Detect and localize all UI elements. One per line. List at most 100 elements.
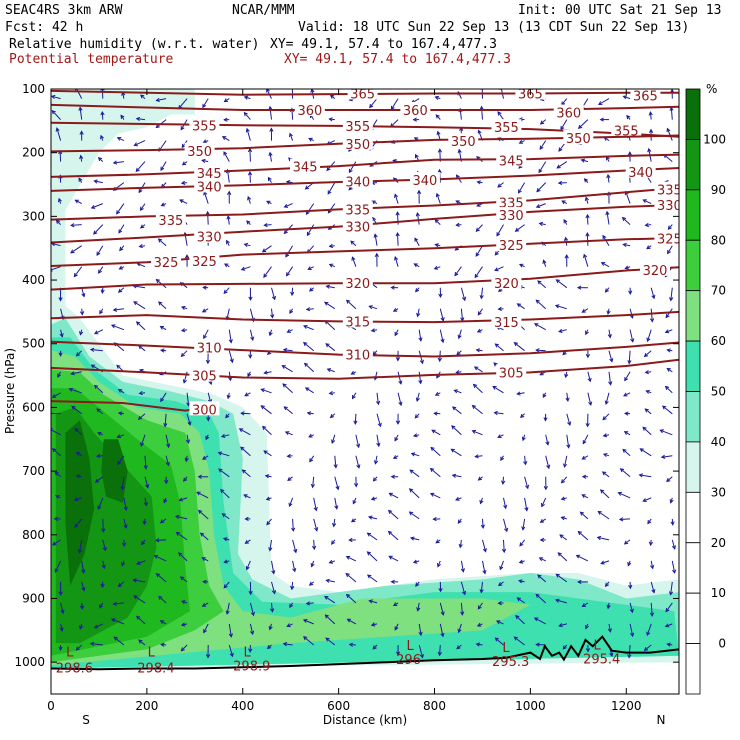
wind-vector	[346, 618, 357, 625]
colorbar-label: 40	[711, 435, 726, 449]
wind-vector	[304, 387, 314, 394]
wind-vector	[184, 455, 189, 463]
wind-vector	[248, 644, 253, 653]
wind-vector	[394, 193, 399, 204]
field2-xy: XY= 49.1, 57.4 to 167.4,477.3	[284, 52, 511, 67]
wind-vector	[438, 287, 443, 299]
theta-label-315: 315	[342, 313, 373, 330]
wind-vector	[261, 425, 272, 436]
wind-vector	[261, 245, 272, 253]
wind-vector	[501, 539, 507, 554]
header: SEAC4RS 3km ARW NCAR/MMM Init: 00 UTC Sa…	[5, 3, 722, 67]
wind-vector	[477, 602, 483, 610]
theta-label-340: 340	[625, 163, 656, 181]
wind-vector	[415, 287, 420, 293]
wind-vector	[376, 413, 382, 428]
x-axis-label: Distance (km)	[323, 713, 407, 727]
y-tick-label: 100	[22, 82, 45, 96]
wind-vector	[539, 518, 546, 523]
svg-text:365: 365	[350, 87, 375, 102]
wind-vector	[138, 244, 146, 249]
wind-vector	[202, 98, 209, 109]
wind-vector	[102, 539, 107, 552]
wind-vector	[121, 539, 127, 548]
wind-vector	[116, 434, 125, 439]
wind-vector	[307, 266, 314, 270]
wind-vector	[199, 532, 209, 541]
colorbar-band	[685, 491, 701, 544]
theta-label-330: 330	[342, 218, 373, 236]
wind-vector	[217, 451, 230, 457]
wind-vector	[96, 408, 104, 415]
wind-vector	[455, 370, 462, 375]
wind-vector	[74, 427, 83, 436]
theta-label-310: 310	[342, 346, 373, 364]
theta-label-325: 325	[496, 237, 527, 254]
wind-vector	[394, 255, 399, 267]
wind-vector	[117, 388, 125, 394]
wind-vector	[450, 448, 462, 457]
wind-vector	[227, 190, 232, 204]
wind-vector	[89, 641, 103, 647]
low-marker: L	[593, 639, 601, 654]
wind-vector	[585, 350, 591, 359]
wind-vector	[563, 218, 568, 225]
wind-vector	[496, 224, 504, 237]
wind-vector	[180, 180, 188, 185]
wind-vector	[79, 154, 84, 162]
wind-vector	[223, 581, 230, 589]
wind-vector	[123, 497, 128, 512]
wind-vector	[117, 455, 125, 466]
wind-vector	[474, 266, 483, 279]
theta-label-350: 350	[563, 130, 594, 147]
wind-vector	[581, 308, 589, 313]
wind-vector	[497, 111, 504, 120]
wind-vector	[133, 595, 146, 604]
wind-vector	[313, 497, 318, 512]
wind-vector	[325, 637, 336, 646]
wind-vector	[133, 301, 146, 310]
wind-vector	[460, 287, 467, 302]
wind-vector	[248, 287, 253, 301]
wind-vector	[521, 434, 526, 442]
wind-vector	[667, 224, 673, 230]
wind-vector	[558, 328, 567, 333]
wind-vector	[456, 644, 462, 650]
wind-vector	[165, 434, 171, 449]
wind-vector	[585, 623, 589, 630]
wind-vector	[174, 514, 188, 520]
theta-label-365: 365	[630, 89, 661, 104]
theta-label-360: 360	[294, 102, 325, 119]
wind-vector	[585, 329, 589, 336]
wind-vector	[203, 329, 209, 340]
colorbar-band	[685, 542, 701, 594]
wind-vector	[117, 581, 125, 588]
wind-vector	[535, 348, 546, 353]
wind-vector	[289, 132, 294, 141]
colorbar-band	[685, 290, 701, 342]
wind-vector	[310, 476, 316, 489]
wind-vector	[291, 518, 296, 532]
wind-vector	[269, 127, 274, 141]
wind-vector	[180, 622, 188, 627]
theta-contour-345	[51, 153, 679, 178]
theta-label-315: 315	[491, 314, 522, 331]
wind-vector	[669, 106, 674, 120]
wind-vector	[79, 130, 84, 141]
wind-vector	[89, 347, 103, 352]
wind-vector	[165, 455, 170, 467]
wind-vector	[601, 471, 610, 478]
svg-text:300: 300	[192, 403, 217, 418]
wind-vector	[418, 329, 423, 342]
wind-vector	[52, 539, 61, 546]
wind-vector	[135, 116, 146, 122]
wind-vector	[247, 195, 252, 204]
wind-vector	[416, 189, 422, 204]
wind-vector	[482, 539, 487, 553]
wind-vector	[435, 192, 441, 204]
wind-vector	[645, 390, 652, 394]
wind-vector	[475, 245, 483, 257]
wind-vector	[585, 232, 590, 246]
wind-vector	[618, 517, 631, 522]
wind-vector	[646, 245, 652, 250]
